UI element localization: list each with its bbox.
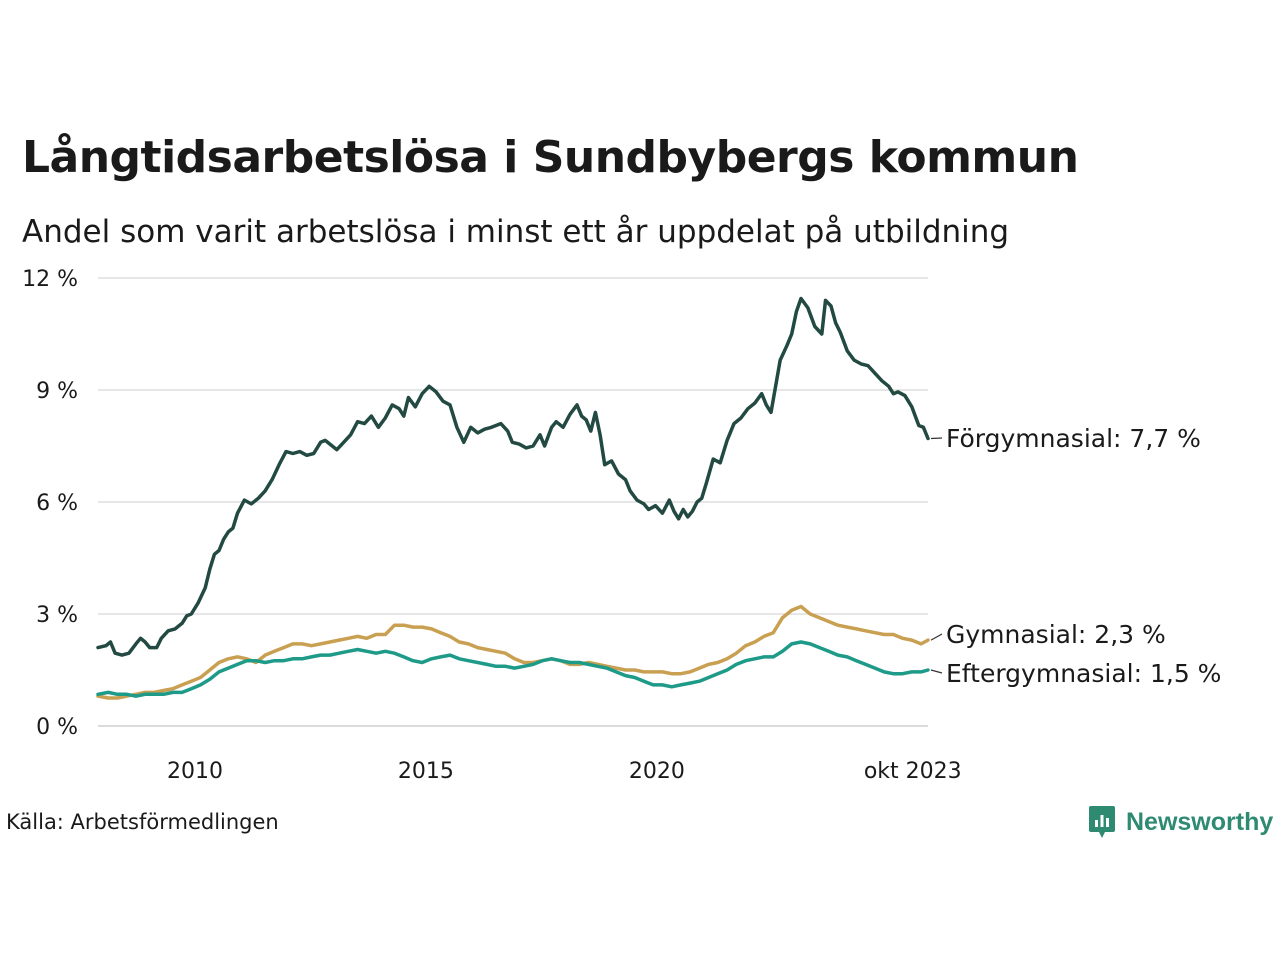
chart-title: Långtidsarbetslösa i Sundbybergs kommun (22, 132, 1079, 183)
x-tick-label: 2010 (167, 759, 223, 784)
label-connector (930, 669, 943, 674)
label-connector (930, 437, 943, 440)
y-tick-label: 0 % (36, 715, 78, 740)
end-labels: Förgymnasial: 7,7 % Gymnasial: 2,3 % Efter… (930, 424, 1221, 688)
series-end-label-eftergymnasial: Eftergymnasial: 1,5 % (946, 659, 1221, 688)
y-tick-label: 3 % (36, 603, 78, 628)
chart-subtitle: Andel som varit arbetslösa i minst ett å… (22, 214, 1010, 250)
brand-name: Newsworthy (1126, 807, 1274, 836)
series-line-gymnasial (96, 604, 930, 700)
newsworthy-icon (1089, 806, 1115, 838)
source-note: Källa: Arbetsförmedlingen (6, 810, 279, 834)
x-axis-ticks: 2010 2015 2020 okt 2023 (167, 759, 962, 784)
series-line-förgymnasial (96, 296, 930, 657)
label-connector (930, 633, 943, 641)
y-tick-label: 12 % (22, 267, 78, 292)
series-end-label-förgymnasial: Förgymnasial: 7,7 % (946, 424, 1201, 453)
y-tick-label: 6 % (36, 491, 78, 516)
x-tick-label: 2020 (629, 759, 685, 784)
x-tick-label: 2015 (398, 759, 454, 784)
brand-logo[interactable]: Newsworthy (1088, 804, 1273, 840)
y-tick-label: 9 % (36, 379, 78, 404)
x-tick-label: okt 2023 (864, 759, 962, 784)
series-line-eftergymnasial (96, 640, 930, 698)
series-end-label-gymnasial: Gymnasial: 2,3 % (946, 620, 1166, 649)
y-axis-ticks: 0 % 3 % 6 % 9 % 12 % (22, 267, 78, 740)
series-lines (96, 296, 930, 700)
